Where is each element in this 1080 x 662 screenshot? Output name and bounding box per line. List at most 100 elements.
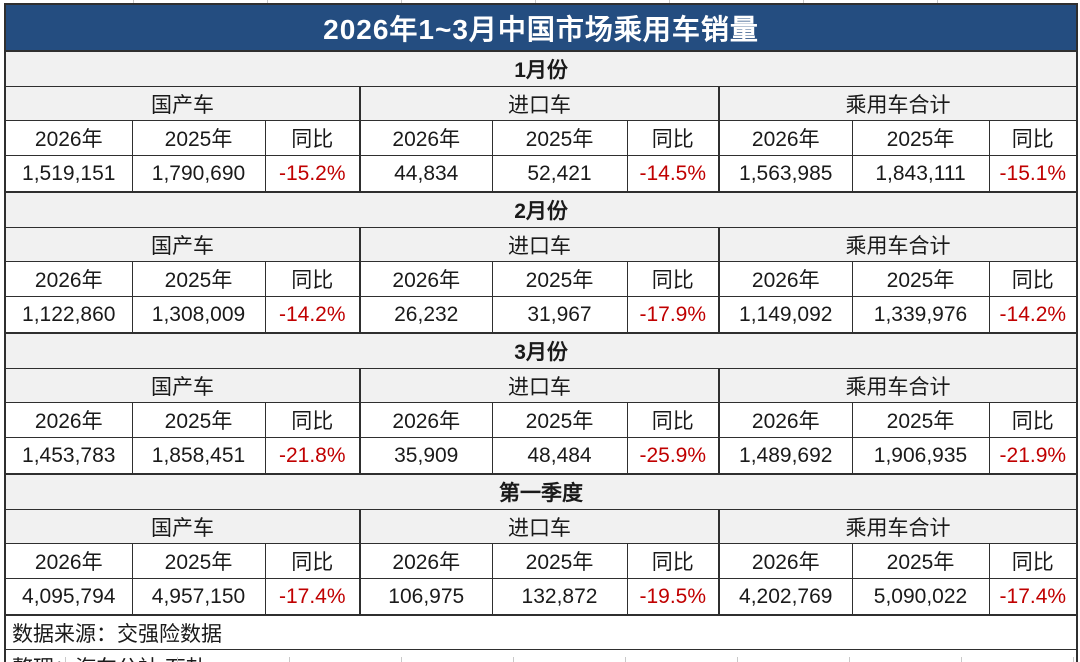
group-header-import: 进口车 (359, 368, 720, 403)
year-header-cell: 2025年 (851, 120, 990, 156)
year-header-cell: 2026年 (4, 120, 133, 156)
yoy-cell: -19.5% (626, 578, 720, 616)
year-header-cell: 2026年 (718, 261, 853, 297)
group-header-import: 进口车 (359, 227, 720, 262)
year-header-cell: 2025年 (851, 402, 990, 438)
value-cell: 1,790,690 (131, 155, 266, 193)
value-cell: 1,843,111 (851, 155, 990, 193)
value-cell: 1,489,692 (718, 437, 853, 475)
year-header-cell: 2026年 (359, 543, 493, 579)
group-header-total: 乘用车合计 (717, 509, 1078, 544)
gridline-tick (401, 0, 402, 3)
group-header-import: 进口车 (359, 86, 720, 121)
year-header-cell: 2026年 (359, 402, 493, 438)
month-header: 2月份 (4, 191, 1078, 228)
group-header-domestic: 国产车 (4, 227, 361, 262)
year-header-cell: 2025年 (131, 543, 266, 579)
value-cell: 1,563,985 (718, 155, 853, 193)
value-cell: 1,453,783 (4, 437, 133, 475)
editor-note: 整理：汽车公社 石劼 (4, 649, 1078, 662)
year-header-cell: 2025年 (491, 120, 628, 156)
gridline-tick (737, 657, 738, 662)
gridline-tick (513, 657, 514, 662)
yoy-cell: -14.2% (264, 296, 361, 334)
year-header-cell: 2026年 (4, 402, 133, 438)
year-header-cell: 2025年 (131, 261, 266, 297)
gridline-tick (669, 0, 670, 3)
year-header-cell: 2025年 (851, 261, 990, 297)
yoy-cell: -14.2% (988, 296, 1078, 334)
year-header-cell: 2025年 (491, 402, 628, 438)
year-header-cell: 同比 (264, 120, 361, 156)
value-cell: 48,484 (491, 437, 628, 475)
gridline-tick (267, 0, 268, 3)
gridline-tick (803, 0, 804, 3)
gridline-tick (849, 657, 850, 662)
year-header-cell: 同比 (626, 120, 720, 156)
value-cell: 4,957,150 (131, 578, 266, 616)
gridline-tick (961, 657, 962, 662)
month-header: 3月份 (4, 332, 1078, 369)
year-header-cell: 2025年 (131, 120, 266, 156)
value-cell: 1,149,092 (718, 296, 853, 334)
year-header-cell: 同比 (626, 402, 720, 438)
value-cell: 1,339,976 (851, 296, 990, 334)
year-header-cell: 2025年 (851, 543, 990, 579)
year-header-cell: 2026年 (4, 543, 133, 579)
value-cell: 1,308,009 (131, 296, 266, 334)
year-header-cell: 2025年 (491, 543, 628, 579)
gridline-tick (1073, 657, 1074, 662)
value-cell: 31,967 (491, 296, 628, 334)
year-header-cell: 同比 (988, 543, 1078, 579)
year-header-cell: 同比 (626, 543, 720, 579)
year-header-cell: 2026年 (718, 120, 853, 156)
gridline-tick (133, 0, 134, 3)
value-cell: 1,519,151 (4, 155, 133, 193)
gridline-tick (401, 657, 402, 662)
value-cell: 44,834 (359, 155, 493, 193)
value-cell: 1,906,935 (851, 437, 990, 475)
value-cell: 4,095,794 (4, 578, 133, 616)
month-header: 1月份 (4, 50, 1078, 87)
yoy-cell: -15.1% (988, 155, 1078, 193)
gridline-tick (289, 657, 290, 662)
value-cell: 5,090,022 (851, 578, 990, 616)
value-cell: 106,975 (359, 578, 493, 616)
month-header: 第一季度 (4, 473, 1078, 510)
year-header-cell: 2026年 (359, 261, 493, 297)
yoy-cell: -25.9% (626, 437, 720, 475)
year-header-cell: 同比 (264, 402, 361, 438)
group-header-import: 进口车 (359, 509, 720, 544)
year-header-cell: 同比 (264, 543, 361, 579)
year-header-cell: 2026年 (718, 543, 853, 579)
yoy-cell: -17.9% (626, 296, 720, 334)
value-cell: 1,858,451 (131, 437, 266, 475)
group-header-total: 乘用车合计 (717, 86, 1078, 121)
year-header-cell: 2026年 (359, 120, 493, 156)
year-header-cell: 同比 (988, 120, 1078, 156)
yoy-cell: -15.2% (264, 155, 361, 193)
year-header-cell: 2025年 (131, 402, 266, 438)
group-header-total: 乘用车合计 (717, 368, 1078, 403)
value-cell: 52,421 (491, 155, 628, 193)
group-header-domestic: 国产车 (4, 509, 361, 544)
year-header-cell: 同比 (988, 402, 1078, 438)
gridline-tick (177, 657, 178, 662)
gridline-tick (65, 657, 66, 662)
year-header-cell: 同比 (988, 261, 1078, 297)
yoy-cell: -21.9% (988, 437, 1078, 475)
yoy-cell: -21.8% (264, 437, 361, 475)
year-header-cell: 同比 (264, 261, 361, 297)
value-cell: 4,202,769 (718, 578, 853, 616)
yoy-cell: -14.5% (626, 155, 720, 193)
gridline-tick (535, 0, 536, 3)
year-header-cell: 2025年 (491, 261, 628, 297)
year-header-cell: 同比 (626, 261, 720, 297)
yoy-cell: -17.4% (264, 578, 361, 616)
year-header-cell: 2026年 (4, 261, 133, 297)
table-title: 2026年1~3月中国市场乘用车销量 (4, 3, 1078, 52)
value-cell: 26,232 (359, 296, 493, 334)
sales-table: 2026年1~3月中国市场乘用车销量 1月份 国产车 进口车 乘用车合计 202… (4, 3, 1079, 662)
gridline-tick (937, 0, 938, 3)
